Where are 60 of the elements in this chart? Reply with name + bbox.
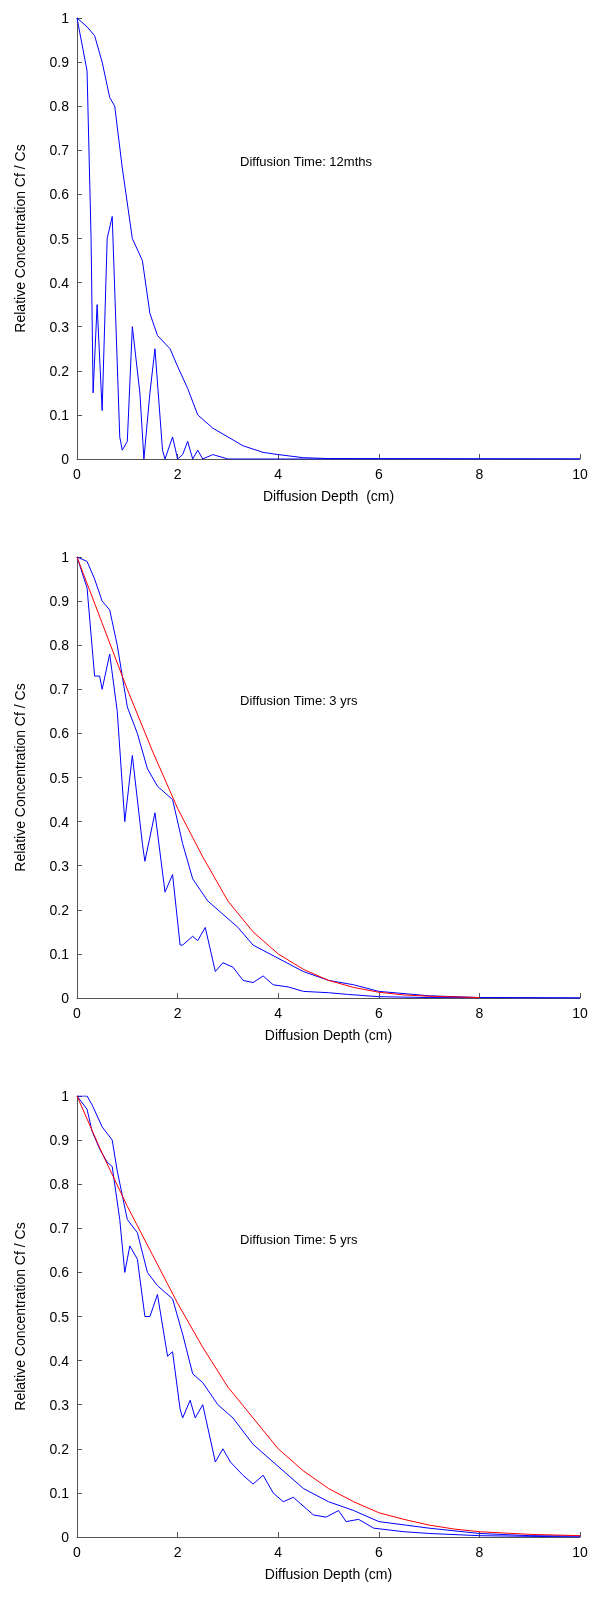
x-tick-label: 6	[374, 1005, 383, 1021]
x-tick-label: 10	[572, 1544, 588, 1560]
y-tick-label: 0.7	[49, 681, 70, 698]
y-tick-label: 0.2	[49, 362, 70, 379]
x-tick-label: 2	[173, 466, 182, 482]
y-tick-label: 0.1	[49, 1484, 70, 1501]
y-tick-label: 0.9	[49, 1132, 70, 1149]
y-tick-label: 0.3	[49, 1396, 70, 1413]
annotation: Diffusion Time: 5 yrs	[240, 1232, 359, 1247]
y-tick-label: 0.1	[49, 406, 70, 423]
y-tick-label: 0.2	[49, 1440, 70, 1457]
y-axis-title: Relative Concentration Cf / Cs	[12, 144, 28, 333]
y-tick-label: 0.8	[49, 1176, 70, 1193]
y-tick-label: 0.3	[49, 318, 70, 335]
x-axis-title: Diffusion Depth (cm)	[262, 488, 395, 504]
y-tick-label: 0	[61, 990, 70, 1006]
x-tick-label: 0	[73, 1005, 82, 1021]
y-tick-label: 0.5	[49, 230, 70, 247]
x-tick-label: 4	[274, 466, 283, 482]
y-tick-label: 0.9	[49, 54, 70, 71]
x-tick-label: 8	[475, 466, 484, 482]
y-tick-label: 1	[61, 1088, 70, 1104]
x-tick-label: 0	[73, 1544, 82, 1560]
x-tick-label: 4	[274, 1005, 283, 1021]
y-tick-label: 0.4	[49, 274, 70, 291]
y-tick-label: 0	[61, 1529, 70, 1545]
y-tick-label: 0.6	[49, 725, 70, 742]
y-axis-title: Relative Concentration Cf / Cs	[12, 683, 28, 872]
y-tick-label: 0.5	[49, 1308, 70, 1325]
annotation: Diffusion Time: 3 yrs	[240, 693, 359, 708]
x-tick-label: 10	[572, 466, 588, 482]
x-tick-label: 0	[73, 466, 82, 482]
y-tick-label: 1	[61, 549, 70, 565]
y-tick-label: 0.8	[49, 98, 70, 115]
y-tick-label: 0.4	[49, 1352, 70, 1369]
y-tick-label: 0.5	[49, 769, 70, 786]
x-tick-label: 10	[572, 1005, 588, 1021]
y-tick-label: 0.1	[49, 945, 70, 962]
y-tick-label: 0	[61, 451, 70, 467]
x-axis-title: Diffusion Depth (cm)	[264, 1027, 393, 1043]
x-tick-label: 4	[274, 1544, 283, 1560]
y-tick-label: 0.9	[49, 593, 70, 610]
y-tick-label: 0.7	[49, 142, 70, 159]
y-tick-label: 0.3	[49, 857, 70, 874]
x-tick-label: 8	[475, 1544, 484, 1560]
y-tick-label: 0.6	[49, 1264, 70, 1281]
y-tick-label: 0.7	[49, 1220, 70, 1237]
annotation: Diffusion Time: 12mths	[240, 154, 373, 169]
x-tick-label: 8	[475, 1005, 484, 1021]
x-tick-label: 2	[173, 1544, 182, 1560]
y-tick-label: 0.8	[49, 637, 70, 654]
y-tick-label: 0.2	[49, 901, 70, 918]
x-axis-title: Diffusion Depth (cm)	[264, 1566, 393, 1582]
x-tick-label: 6	[374, 1544, 383, 1560]
y-tick-label: 0.4	[49, 813, 70, 830]
x-tick-label: 6	[374, 466, 383, 482]
y-tick-label: 1	[61, 10, 70, 26]
y-tick-label: 0.6	[49, 186, 70, 203]
y-axis-title: Relative Concentration Cf / Cs	[12, 1222, 28, 1411]
x-tick-label: 2	[173, 1005, 182, 1021]
